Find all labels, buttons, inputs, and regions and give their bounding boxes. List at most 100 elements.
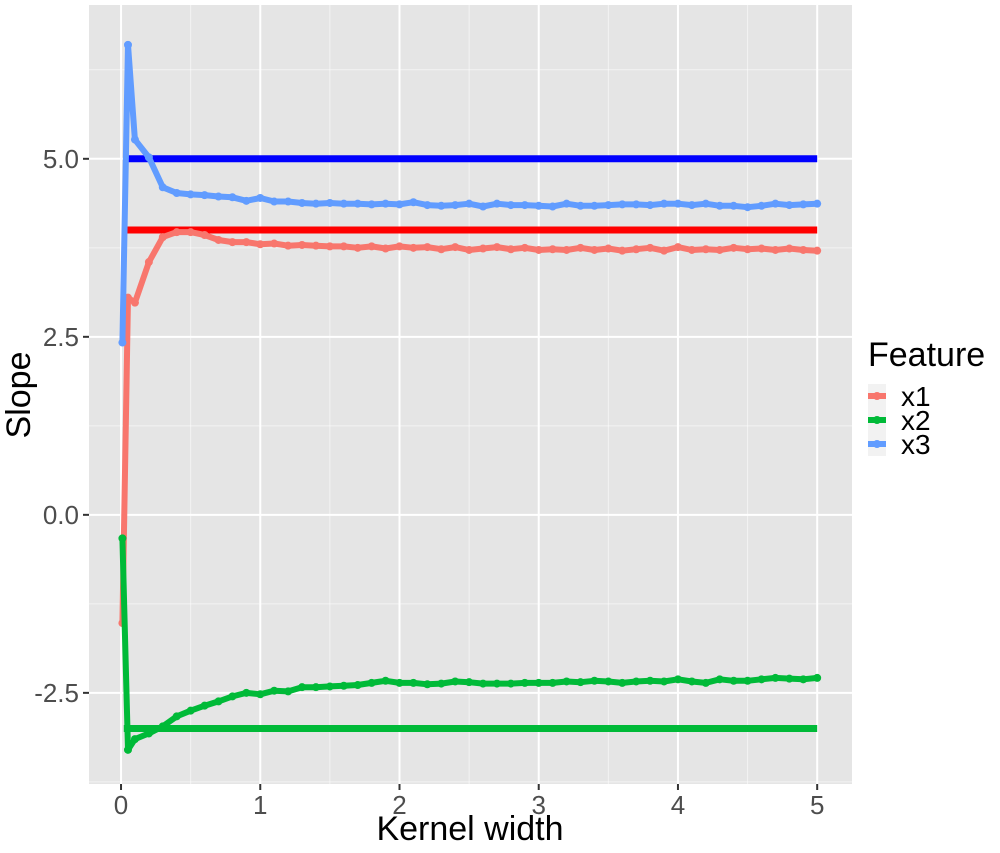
data-point-x1	[576, 243, 585, 252]
data-point-x2	[423, 680, 432, 689]
y-tick-label: 5.0	[43, 144, 79, 174]
data-point-x2	[590, 676, 599, 685]
data-point-x2	[715, 675, 724, 684]
data-point-x2	[123, 745, 132, 754]
data-point-x3	[451, 201, 460, 210]
data-point-x2	[451, 677, 460, 686]
y-tick-label: 0.0	[43, 500, 79, 530]
data-point-x3	[632, 200, 641, 209]
data-point-x2	[130, 735, 139, 744]
data-point-x3	[353, 199, 362, 208]
data-point-x3	[395, 200, 404, 209]
data-point-x3	[673, 199, 682, 208]
data-point-x1	[646, 243, 655, 252]
data-point-x2	[701, 678, 710, 687]
y-axis-title: Slope	[0, 352, 38, 439]
data-point-x2	[785, 674, 794, 683]
data-point-x3	[256, 193, 265, 202]
data-point-x1	[548, 245, 557, 254]
data-point-x3	[479, 202, 488, 211]
x-tick-label: 1	[253, 790, 267, 820]
data-point-x1	[256, 240, 265, 249]
data-point-x1	[743, 245, 752, 254]
data-point-x1	[367, 242, 376, 251]
data-point-x2	[492, 679, 501, 688]
data-point-x2	[353, 681, 362, 690]
data-point-x3	[465, 199, 474, 208]
data-point-x2	[395, 678, 404, 687]
data-point-x3	[660, 199, 669, 208]
data-point-x3	[228, 193, 237, 202]
data-point-x3	[813, 199, 822, 208]
data-point-x1	[284, 241, 293, 250]
data-point-x3	[492, 199, 501, 208]
data-point-x1	[687, 245, 696, 254]
data-point-x1	[228, 238, 237, 247]
data-point-x1	[423, 243, 432, 252]
data-point-x1	[534, 245, 543, 254]
data-point-x2	[242, 688, 251, 697]
data-point-x1	[130, 298, 139, 307]
data-point-x3	[729, 201, 738, 210]
data-point-x1	[325, 242, 334, 251]
x-tick-label: 0	[114, 790, 128, 820]
data-point-x1	[311, 241, 320, 250]
data-point-x3	[590, 201, 599, 210]
data-point-x2	[604, 677, 613, 686]
data-point-x1	[729, 243, 738, 252]
data-point-x1	[451, 243, 460, 252]
data-point-x1	[409, 243, 418, 252]
data-point-x2	[381, 676, 390, 685]
data-point-x2	[298, 683, 307, 692]
legend-label-x3: x3	[901, 429, 931, 460]
data-point-x1	[381, 244, 390, 253]
data-point-x3	[381, 199, 390, 208]
data-point-x2	[618, 678, 627, 687]
data-point-x2	[325, 682, 334, 691]
data-point-x2	[311, 683, 320, 692]
data-point-x3	[242, 196, 251, 205]
data-point-x3	[618, 200, 627, 209]
data-point-x1	[660, 246, 669, 255]
data-point-x2	[367, 678, 376, 687]
data-point-x1	[298, 240, 307, 249]
data-point-x2	[799, 675, 808, 684]
x-axis: 0 1 2 3 4 5	[114, 784, 824, 820]
data-point-x1	[144, 258, 153, 267]
data-point-x1	[186, 228, 195, 237]
data-point-x3	[785, 201, 794, 210]
data-point-x1	[465, 245, 474, 254]
data-point-x2	[548, 678, 557, 687]
data-point-x3	[172, 188, 181, 197]
data-point-x3	[130, 135, 139, 144]
data-point-x2	[646, 676, 655, 685]
legend-label-x2: x2	[901, 405, 931, 436]
y-tick-label: -2.5	[34, 678, 79, 708]
legend-key-point-x1	[873, 392, 881, 400]
x-axis-title: Kernel width	[376, 810, 563, 848]
data-point-x1	[785, 244, 794, 253]
data-point-x3	[144, 153, 153, 162]
x-tick-label: 2	[392, 790, 406, 820]
data-point-x3	[311, 199, 320, 208]
data-point-x3	[604, 201, 613, 210]
series-line-x2	[119, 535, 821, 753]
data-point-x1	[673, 243, 682, 252]
data-point-x3	[367, 200, 376, 209]
legend-key-point-x2	[873, 416, 881, 424]
data-point-x2	[228, 692, 237, 701]
data-point-x2	[284, 687, 293, 696]
data-point-x2	[118, 534, 127, 543]
y-tick-label: 2.5	[43, 322, 79, 352]
data-point-x2	[757, 675, 766, 684]
data-point-x3	[687, 201, 696, 210]
data-point-x3	[158, 183, 167, 192]
data-point-x1	[214, 235, 223, 244]
data-point-x2	[743, 676, 752, 685]
data-point-x2	[437, 679, 446, 688]
data-point-x3	[715, 201, 724, 210]
data-point-x2	[576, 678, 585, 687]
data-point-x2	[506, 679, 515, 688]
data-point-x3	[339, 199, 348, 208]
